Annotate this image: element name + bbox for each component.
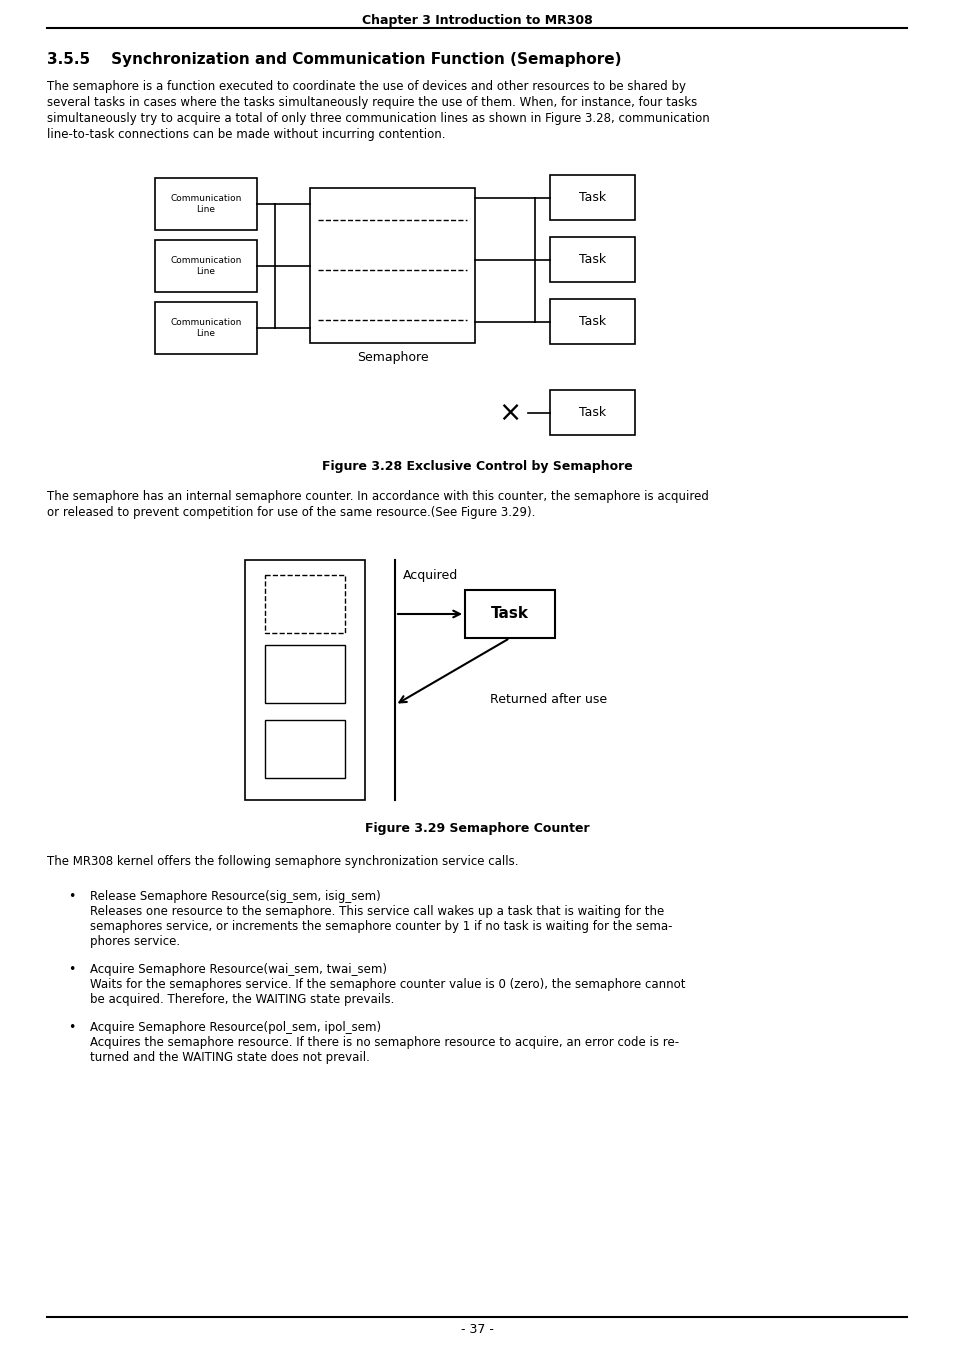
Text: phores service.: phores service. — [90, 935, 180, 948]
Text: several tasks in cases where the tasks simultaneously require the use of them. W: several tasks in cases where the tasks s… — [47, 96, 697, 109]
Bar — [154, 178, 256, 230]
Text: Figure 3.28 Exclusive Control by Semaphore: Figure 3.28 Exclusive Control by Semapho… — [321, 459, 632, 473]
Text: The semaphore has an internal semaphore counter. In accordance with this counter: The semaphore has an internal semaphore … — [47, 490, 708, 503]
Text: •: • — [69, 890, 75, 902]
Text: 3.5.5    Synchronization and Communication Function (Semaphore): 3.5.5 Synchronization and Communication … — [47, 51, 620, 68]
Bar — [550, 176, 635, 220]
Text: •: • — [69, 1021, 75, 1034]
Bar — [265, 644, 345, 703]
Text: Figure 3.29 Semaphore Counter: Figure 3.29 Semaphore Counter — [364, 821, 589, 835]
Bar — [265, 720, 345, 778]
Text: Task: Task — [578, 190, 605, 204]
Text: simultaneously try to acquire a total of only three communication lines as shown: simultaneously try to acquire a total of… — [47, 112, 709, 126]
Text: Acquired: Acquired — [402, 569, 457, 582]
Text: Returned after use: Returned after use — [490, 693, 606, 707]
Bar — [154, 240, 256, 292]
Text: line-to-task connections can be made without incurring contention.: line-to-task connections can be made wit… — [47, 128, 445, 141]
Bar — [550, 390, 635, 435]
Text: Releases one resource to the semaphore. This service call wakes up a task that i: Releases one resource to the semaphore. … — [90, 905, 663, 917]
Text: •: • — [69, 963, 75, 975]
Text: ×: × — [497, 399, 521, 427]
Bar — [154, 303, 256, 354]
Text: Chapter 3 Introduction to MR308: Chapter 3 Introduction to MR308 — [361, 14, 592, 27]
Text: The semaphore is a function executed to coordinate the use of devices and other : The semaphore is a function executed to … — [47, 80, 685, 93]
Bar — [265, 576, 345, 634]
Text: Communication
Line: Communication Line — [171, 319, 241, 338]
Text: turned and the WAITING state does not prevail.: turned and the WAITING state does not pr… — [90, 1051, 370, 1065]
Text: Communication
Line: Communication Line — [171, 195, 241, 213]
Bar — [550, 299, 635, 345]
Text: Waits for the semaphores service. If the semaphore counter value is 0 (zero), th: Waits for the semaphores service. If the… — [90, 978, 685, 992]
Text: Task: Task — [578, 253, 605, 266]
Bar — [245, 561, 365, 800]
Text: Acquire Semaphore Resource(pol_sem, ipol_sem): Acquire Semaphore Resource(pol_sem, ipol… — [90, 1021, 381, 1034]
Text: Task: Task — [578, 407, 605, 419]
Text: Task: Task — [578, 315, 605, 328]
Text: - 37 -: - 37 - — [460, 1323, 493, 1336]
Text: Acquire Semaphore Resource(wai_sem, twai_sem): Acquire Semaphore Resource(wai_sem, twai… — [90, 963, 387, 975]
Text: Task: Task — [491, 607, 529, 621]
Text: The MR308 kernel offers the following semaphore synchronization service calls.: The MR308 kernel offers the following se… — [47, 855, 518, 867]
Bar — [550, 236, 635, 282]
Bar — [464, 590, 555, 638]
Text: Communication
Line: Communication Line — [171, 257, 241, 276]
Text: Semaphore: Semaphore — [356, 351, 428, 363]
Bar — [310, 188, 475, 343]
Text: Acquires the semaphore resource. If there is no semaphore resource to acquire, a: Acquires the semaphore resource. If ther… — [90, 1036, 679, 1048]
Text: Release Semaphore Resource(sig_sem, isig_sem): Release Semaphore Resource(sig_sem, isig… — [90, 890, 380, 902]
Text: semaphores service, or increments the semaphore counter by 1 if no task is waiti: semaphores service, or increments the se… — [90, 920, 672, 934]
Text: or released to prevent competition for use of the same resource.(See Figure 3.29: or released to prevent competition for u… — [47, 507, 535, 519]
Text: be acquired. Therefore, the WAITING state prevails.: be acquired. Therefore, the WAITING stat… — [90, 993, 394, 1006]
